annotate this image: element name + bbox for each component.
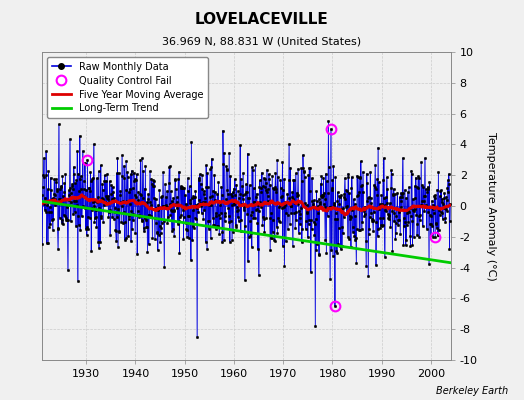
Raw Monthly Data: [81, 178, 88, 183]
Raw Monthly Data: [134, 208, 140, 213]
Long-Term Trend: [83, 206, 89, 210]
Long-Term Trend: [39, 199, 45, 204]
Text: LOVELACEVILLE: LOVELACEVILLE: [195, 12, 329, 27]
Raw Monthly Data: [226, 151, 232, 156]
Line: Five Year Moving Average: Five Year Moving Average: [42, 195, 450, 215]
Five Year Moving Average: [342, 213, 348, 218]
Five Year Moving Average: [424, 205, 431, 210]
Legend: Raw Monthly Data, Quality Control Fail, Five Year Moving Average, Long-Term Tren: Raw Monthly Data, Quality Control Fail, …: [47, 57, 208, 118]
Long-Term Trend: [447, 260, 453, 265]
Long-Term Trend: [81, 205, 88, 210]
Raw Monthly Data: [194, 334, 200, 339]
Long-Term Trend: [242, 230, 248, 234]
Raw Monthly Data: [39, 192, 45, 197]
Line: Raw Monthly Data: Raw Monthly Data: [41, 120, 452, 338]
Five Year Moving Average: [447, 203, 453, 208]
Raw Monthly Data: [242, 192, 248, 196]
Line: Long-Term Trend: Long-Term Trend: [42, 201, 450, 263]
Long-Term Trend: [225, 227, 232, 232]
Five Year Moving Average: [81, 195, 88, 200]
Long-Term Trend: [134, 213, 140, 218]
Five Year Moving Average: [79, 192, 85, 197]
Five Year Moving Average: [83, 196, 90, 201]
Raw Monthly Data: [447, 201, 453, 206]
Five Year Moving Average: [135, 200, 141, 205]
Raw Monthly Data: [325, 119, 332, 124]
Y-axis label: Temperature Anomaly (°C): Temperature Anomaly (°C): [486, 132, 496, 280]
Five Year Moving Average: [226, 199, 232, 204]
Long-Term Trend: [424, 257, 430, 262]
Raw Monthly Data: [83, 227, 89, 232]
Raw Monthly Data: [424, 184, 431, 189]
Text: Berkeley Earth: Berkeley Earth: [436, 386, 508, 396]
Text: 36.969 N, 88.831 W (United States): 36.969 N, 88.831 W (United States): [162, 36, 362, 46]
Five Year Moving Average: [39, 201, 45, 206]
Five Year Moving Average: [242, 202, 248, 207]
